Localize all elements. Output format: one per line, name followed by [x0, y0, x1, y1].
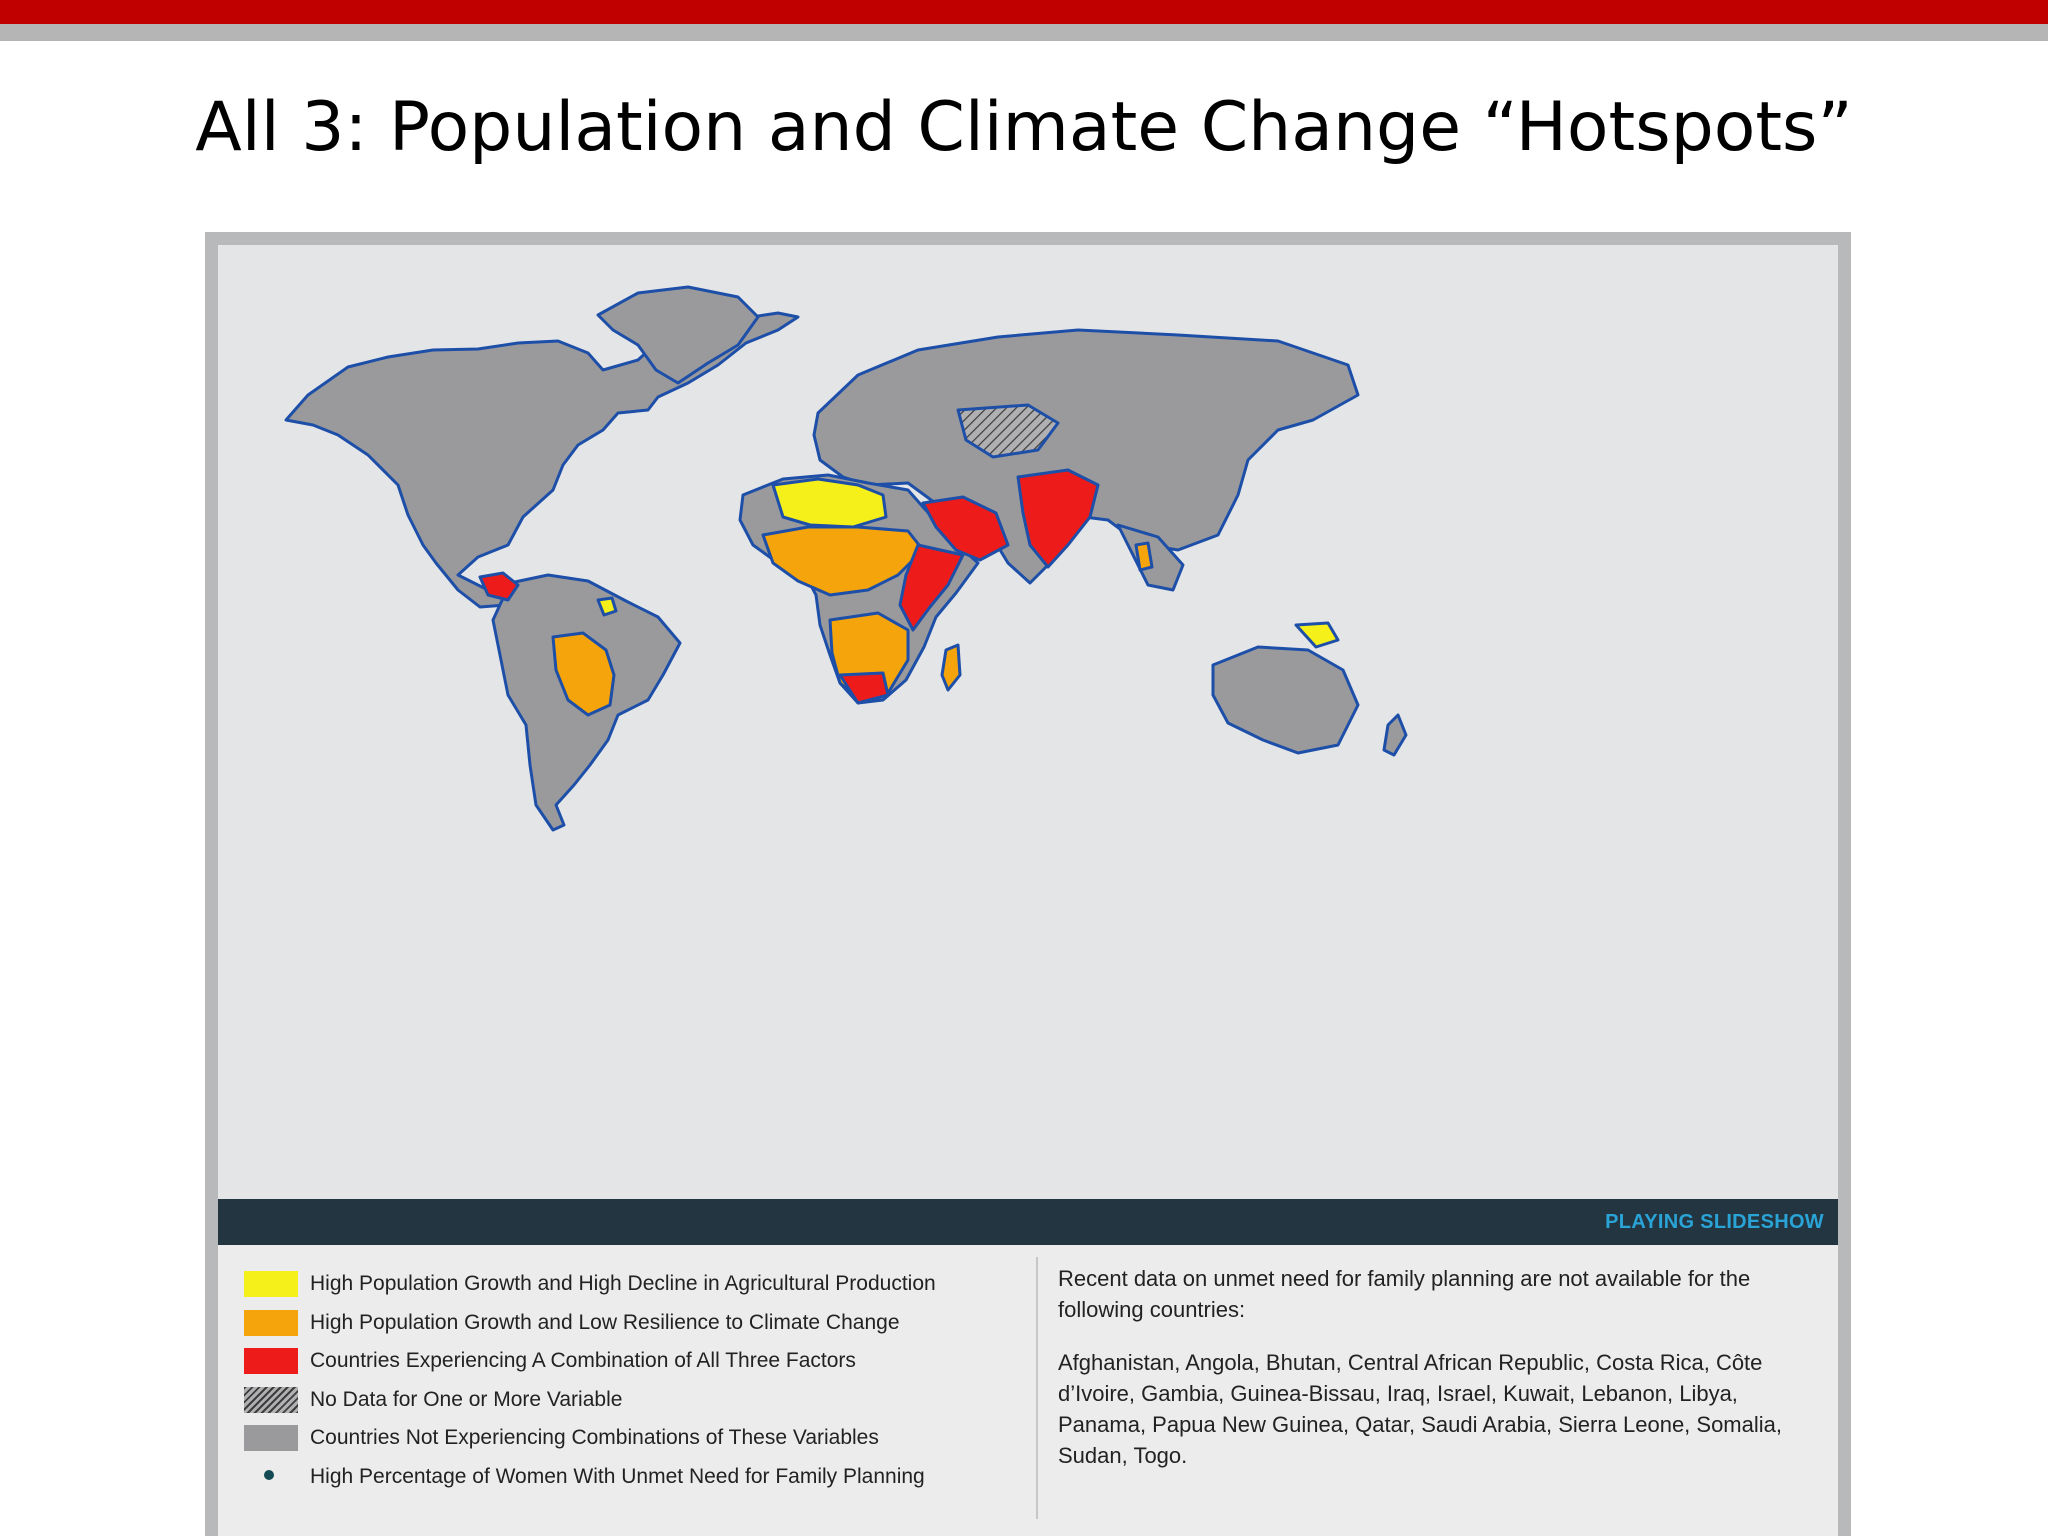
legend-swatch-orange: [244, 1309, 298, 1336]
map-frame: PLAYING SLIDESHOW High Population Growth…: [205, 232, 1851, 1536]
legend-swatch-hatched: [244, 1386, 298, 1413]
legend-label: High Population Growth and High Decline …: [310, 1272, 936, 1295]
west-central-africa-region: [761, 525, 925, 597]
central-asia-hatched: [956, 403, 1060, 459]
legend-label: High Percentage of Women With Unmet Need…: [310, 1464, 925, 1488]
legend-item-dot: High Percentage of Women With Unmet Need…: [244, 1460, 1024, 1499]
legend-item-gray: Countries Not Experiencing Combinations …: [244, 1421, 1024, 1460]
legend-swatch-red: [244, 1348, 298, 1374]
greenland-land: [596, 285, 760, 385]
note-intro: Recent data on unmet need for family pla…: [1058, 1266, 1751, 1322]
playing-slideshow-label[interactable]: PLAYING SLIDESHOW: [1605, 1211, 1824, 1233]
indochina-region: [1134, 541, 1154, 572]
top-accent-bar-red: [0, 0, 2048, 24]
australia-land: [1211, 645, 1360, 755]
legend-label: Countries Not Experiencing Combinations …: [310, 1426, 879, 1449]
south-asia-region: [1016, 468, 1100, 569]
legend-swatch-gray: [244, 1425, 298, 1451]
legend-item-yellow: High Population Growth and High Decline …: [244, 1267, 1024, 1306]
legend-item-red: Countries Experiencing A Combination of …: [244, 1344, 1024, 1383]
legend-swatch-yellow: [244, 1271, 298, 1297]
world-map: [284, 285, 1408, 832]
bolivia-paraguay-region: [551, 631, 616, 717]
central-america-region: [478, 571, 520, 602]
slideshow-bar[interactable]: PLAYING SLIDESHOW: [218, 1199, 1838, 1245]
legend-label: Countries Experiencing A Combination of …: [310, 1349, 856, 1372]
legend-item-orange: High Population Growth and Low Resilienc…: [244, 1306, 1024, 1345]
papua-new-guinea-region: [1294, 621, 1340, 649]
legend-label: High Population Growth and Low Resilienc…: [310, 1310, 900, 1334]
map-panel: PLAYING SLIDESHOW High Population Growth…: [218, 245, 1838, 1536]
south-africa-region: [838, 671, 890, 705]
legend-item-hatched: No Data for One or More Variable: [244, 1383, 1024, 1422]
arabian-peninsula-region: [921, 495, 1010, 562]
legend-dot-icon: [264, 1469, 274, 1480]
madagascar-region: [940, 643, 962, 692]
slide-title: All 3: Population and Climate Change “Ho…: [195, 88, 1853, 167]
legend-label: No Data for One or More Variable: [310, 1387, 623, 1411]
guyana-region: [596, 596, 618, 617]
top-accent-bar-gray: [0, 24, 2048, 41]
horn-east-africa-region: [898, 543, 965, 632]
new-zealand-land: [1382, 713, 1408, 757]
sahel-north-africa-region: [771, 477, 888, 529]
note-countries: Afghanistan, Angola, Bhutan, Central Afr…: [1058, 1350, 1782, 1468]
legend-divider: [1036, 1257, 1038, 1519]
unmet-need-note: Recent data on unmet need for family pla…: [1058, 1263, 1828, 1471]
north-america-land: [284, 311, 800, 609]
legend-list: High Population Growth and High Decline …: [244, 1267, 1024, 1498]
legend-area: High Population Growth and High Decline …: [218, 1245, 1838, 1536]
